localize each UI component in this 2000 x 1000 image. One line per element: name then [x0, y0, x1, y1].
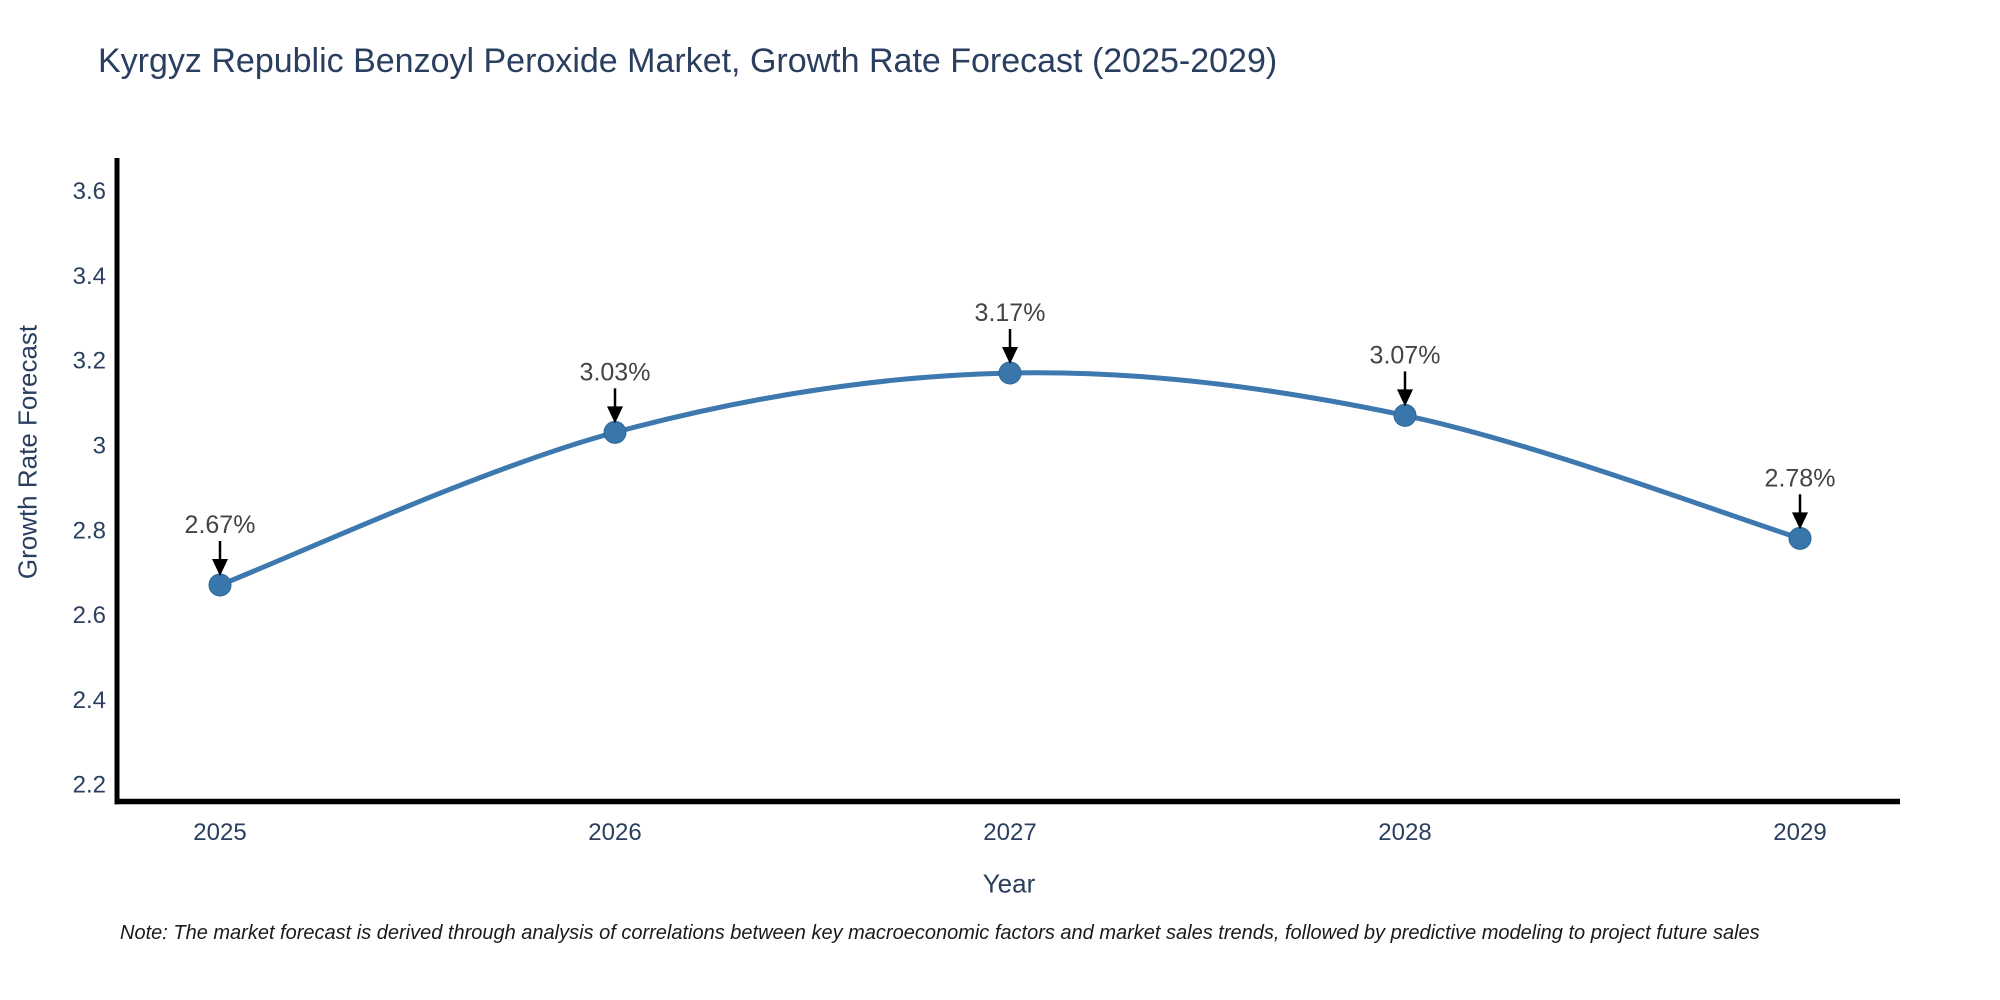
y-tick-label: 3.2 [73, 348, 106, 375]
annotation-arrowhead-icon [1002, 347, 1018, 364]
x-tick-label: 2026 [588, 819, 641, 846]
annotation-arrowhead-icon [212, 559, 228, 576]
x-tick-label: 2025 [193, 819, 246, 846]
y-tick-label: 3.6 [73, 178, 106, 205]
data-point[interactable] [998, 361, 1022, 385]
point-label: 2.67% [185, 511, 256, 539]
point-label: 3.17% [975, 299, 1046, 327]
annotation-arrowhead-icon [1397, 389, 1413, 407]
data-point[interactable] [603, 420, 627, 444]
data-point[interactable] [208, 573, 232, 597]
x-axis-title: Year [982, 868, 1036, 899]
y-axis-title: Growth Rate Forecast [12, 324, 43, 580]
data-point[interactable] [1393, 403, 1417, 427]
y-tick-label: 3.4 [73, 263, 106, 290]
y-tick-label: 2.2 [73, 772, 106, 799]
y-tick-label: 2.8 [73, 517, 106, 544]
x-tick-label: 2028 [1378, 819, 1431, 846]
x-tick-label: 2027 [983, 819, 1036, 846]
y-tick-label: 2.4 [73, 687, 106, 714]
y-tick-label: 3 [93, 432, 106, 459]
point-label: 2.78% [1765, 464, 1836, 492]
footnote: Note: The market forecast is derived thr… [120, 922, 1760, 944]
annotation-arrowhead-icon [1792, 512, 1808, 530]
data-point[interactable] [1788, 526, 1812, 550]
annotation-arrowhead-icon [607, 406, 623, 424]
x-tick-label: 2029 [1773, 819, 1826, 846]
point-label: 3.03% [580, 358, 651, 386]
chart-title: Kyrgyz Republic Benzoyl Peroxide Market,… [98, 42, 1278, 80]
y-tick-label: 2.6 [73, 602, 106, 629]
point-label: 3.07% [1370, 341, 1441, 369]
forecast-line [217, 370, 1803, 588]
